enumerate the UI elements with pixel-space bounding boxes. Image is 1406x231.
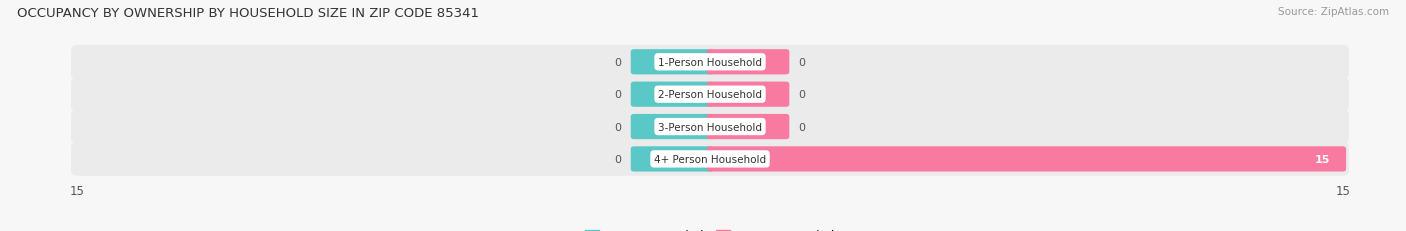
FancyBboxPatch shape: [631, 82, 713, 107]
FancyBboxPatch shape: [707, 114, 789, 140]
Text: 0: 0: [614, 154, 621, 164]
FancyBboxPatch shape: [70, 46, 1350, 79]
FancyBboxPatch shape: [631, 147, 713, 172]
Text: 0: 0: [614, 58, 621, 67]
Text: 0: 0: [799, 58, 806, 67]
Text: OCCUPANCY BY OWNERSHIP BY HOUSEHOLD SIZE IN ZIP CODE 85341: OCCUPANCY BY OWNERSHIP BY HOUSEHOLD SIZE…: [17, 7, 479, 20]
Legend: Owner-occupied, Renter-occupied: Owner-occupied, Renter-occupied: [579, 224, 841, 231]
FancyBboxPatch shape: [631, 114, 713, 140]
Text: 1-Person Household: 1-Person Household: [658, 58, 762, 67]
FancyBboxPatch shape: [707, 50, 789, 75]
FancyBboxPatch shape: [70, 78, 1350, 112]
Text: 0: 0: [799, 90, 806, 100]
Text: 0: 0: [799, 122, 806, 132]
Text: 0: 0: [614, 122, 621, 132]
FancyBboxPatch shape: [70, 110, 1350, 144]
FancyBboxPatch shape: [707, 147, 1346, 172]
Text: 4+ Person Household: 4+ Person Household: [654, 154, 766, 164]
Text: 3-Person Household: 3-Person Household: [658, 122, 762, 132]
FancyBboxPatch shape: [70, 143, 1350, 176]
Text: Source: ZipAtlas.com: Source: ZipAtlas.com: [1278, 7, 1389, 17]
Text: 2-Person Household: 2-Person Household: [658, 90, 762, 100]
Text: 0: 0: [614, 90, 621, 100]
FancyBboxPatch shape: [707, 82, 789, 107]
Text: 15: 15: [1315, 154, 1330, 164]
FancyBboxPatch shape: [631, 50, 713, 75]
